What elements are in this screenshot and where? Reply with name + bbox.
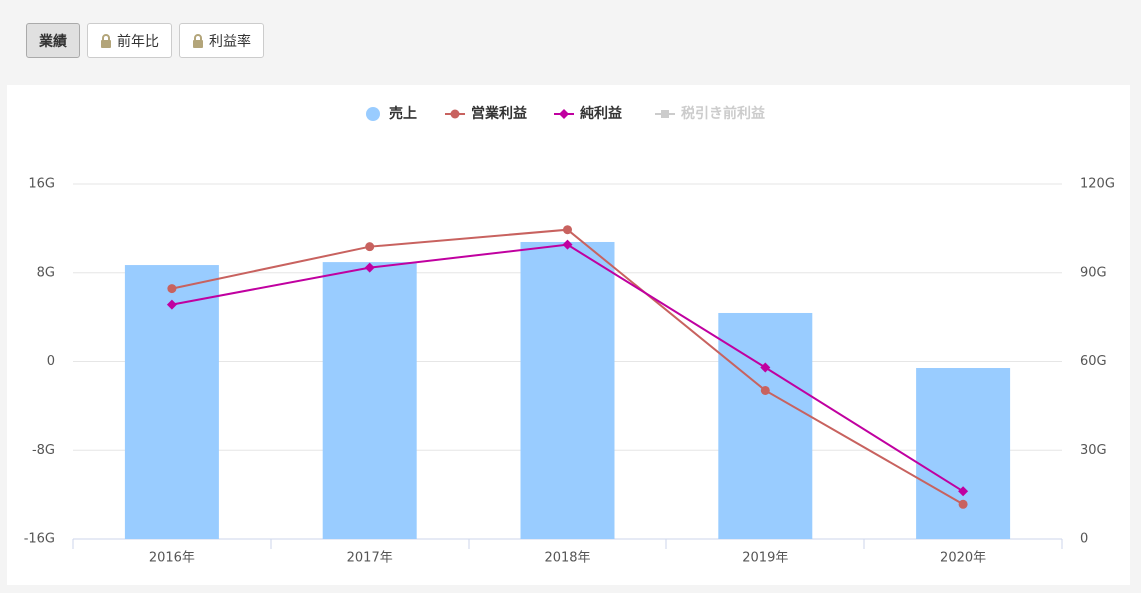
point xyxy=(958,486,969,497)
y2-tick-label: 120G xyxy=(1080,177,1115,192)
x-tick-label: 2016年 xyxy=(149,551,195,566)
tab-label: 利益率 xyxy=(209,33,251,50)
legend-marker xyxy=(450,109,460,119)
x-tick-label: 2017年 xyxy=(347,551,393,566)
legend-label: 売上 xyxy=(389,105,417,122)
legend-label: 税引き前利益 xyxy=(681,105,765,122)
tabs: 業績 前年比 利益率 xyxy=(26,23,264,58)
lock-icon xyxy=(101,33,111,48)
y-tick-label: -16G xyxy=(24,532,55,547)
y2-tick-label: 0 xyxy=(1080,532,1088,547)
point xyxy=(365,242,375,252)
y-tick-label: 8G xyxy=(37,265,55,280)
y-tick-label: 0 xyxy=(47,354,55,369)
bar xyxy=(718,312,813,539)
tab-label: 業績 xyxy=(39,33,67,50)
tab[interactable]: 利益率 xyxy=(179,23,264,58)
y2-tick-label: 60G xyxy=(1080,354,1107,369)
y-tick-label: -8G xyxy=(32,443,55,458)
point xyxy=(166,299,177,310)
bar xyxy=(916,368,1011,539)
bar xyxy=(322,262,417,539)
legend-marker xyxy=(559,109,569,119)
point xyxy=(563,225,572,235)
tab[interactable]: 前年比 xyxy=(87,23,172,58)
y2-tick-label: 30G xyxy=(1080,443,1107,458)
x-tick-label: 2018年 xyxy=(544,551,590,566)
x-tick-label: 2020年 xyxy=(940,551,986,566)
point xyxy=(562,239,573,250)
point xyxy=(760,362,771,373)
y2-tick-label: 90G xyxy=(1080,265,1107,280)
y-tick-label: 16G xyxy=(28,177,55,192)
bar xyxy=(124,265,219,539)
point xyxy=(167,284,177,294)
bar xyxy=(520,241,615,539)
point xyxy=(364,262,375,273)
point xyxy=(760,385,770,395)
tab[interactable]: 業績 xyxy=(26,23,80,58)
legend-label: 営業利益 xyxy=(471,105,527,122)
lock-icon xyxy=(193,33,203,48)
legend-marker xyxy=(661,110,669,118)
x-tick-label: 2019年 xyxy=(742,551,788,566)
tab-label: 前年比 xyxy=(117,33,159,50)
legend-swatch xyxy=(366,107,380,121)
point xyxy=(958,499,968,509)
legend-label: 純利益 xyxy=(580,105,622,122)
x-axis-ticks xyxy=(72,539,1063,549)
